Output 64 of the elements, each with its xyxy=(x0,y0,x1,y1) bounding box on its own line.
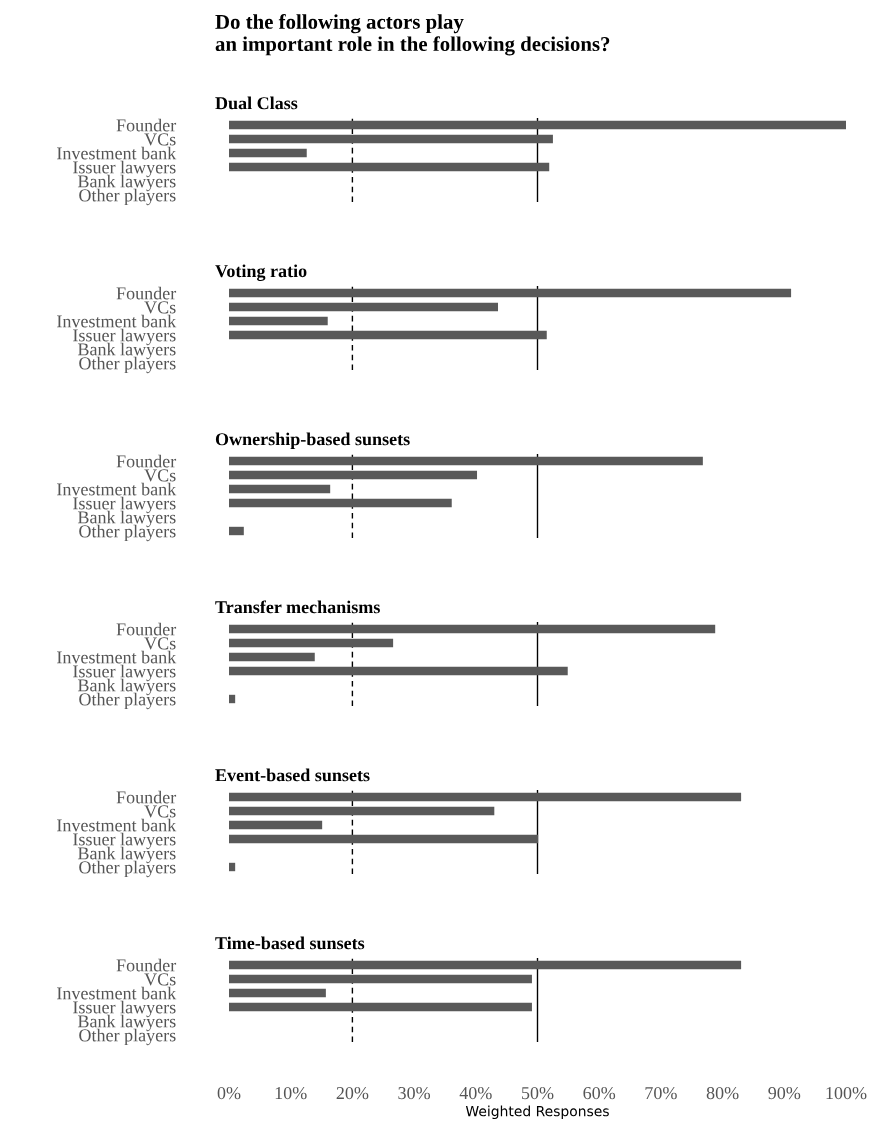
y-tick-label: Founder xyxy=(116,958,177,972)
y-tick-label: Founder xyxy=(116,622,177,636)
y-tick-label: Founder xyxy=(116,454,177,468)
x-tick-label: 70% xyxy=(645,1086,677,1100)
bar xyxy=(229,456,703,466)
bar xyxy=(229,820,323,830)
y-tick-label: VCs xyxy=(144,133,176,146)
bar xyxy=(229,960,742,970)
chart-title: Do the following actors play an important role in the following decisions? xyxy=(215,14,610,56)
bar xyxy=(229,974,532,984)
bar xyxy=(229,120,846,130)
bar xyxy=(229,316,328,326)
bar xyxy=(229,148,307,158)
y-tick-label: Investment bank xyxy=(57,986,177,1000)
chart-subtitle: Event-based sunsets xyxy=(215,768,370,782)
y-tick-label: Founder xyxy=(116,286,177,300)
x-tick-label: 80% xyxy=(706,1086,739,1100)
x-tick-label: 20% xyxy=(336,1086,369,1100)
bar xyxy=(229,652,315,662)
bar xyxy=(229,806,495,816)
y-tick-label: VCs xyxy=(144,973,176,986)
y-tick-label: Investment bank xyxy=(57,314,177,328)
y-tick-label: Founder xyxy=(116,118,177,132)
bar xyxy=(229,330,547,340)
bar xyxy=(229,988,326,998)
y-tick-label: Investment bank xyxy=(57,650,177,664)
bar xyxy=(229,624,716,634)
chart-subtitle: Voting ratio xyxy=(215,264,307,281)
y-tick-label: Founder xyxy=(116,790,177,804)
x-axis-title: Weighted Responses xyxy=(465,1105,609,1120)
y-tick-label: VCs xyxy=(144,637,176,650)
bar xyxy=(229,1002,532,1012)
x-tick-label: 30% xyxy=(398,1086,431,1100)
bar xyxy=(229,694,236,704)
y-tick-label: Investment bank xyxy=(57,146,177,160)
x-tick-label: 0% xyxy=(217,1086,241,1100)
bar xyxy=(229,862,236,872)
bar xyxy=(229,526,244,536)
chart-subtitle: Time-based sunsets xyxy=(215,936,365,950)
x-tick-label: 100% xyxy=(826,1086,867,1100)
y-tick-label: VCs xyxy=(144,469,176,482)
bar xyxy=(229,834,539,844)
chart-subtitle: Dual Class xyxy=(215,96,298,110)
y-tick-label: Investment bank xyxy=(57,482,177,496)
bar xyxy=(229,288,792,298)
y-tick-label: VCs xyxy=(144,805,176,818)
x-tick-label: 10% xyxy=(275,1086,307,1100)
chart-subtitle: Ownership-based sunsets xyxy=(215,432,410,449)
bar xyxy=(229,134,553,144)
x-tick-label: 50% xyxy=(522,1086,554,1100)
bar xyxy=(229,162,550,172)
bar xyxy=(229,484,331,494)
x-tick-label: 90% xyxy=(768,1086,801,1100)
bar xyxy=(229,302,499,312)
y-tick-label: VCs xyxy=(144,301,176,314)
y-tick-label: Investment bank xyxy=(57,818,177,832)
bar xyxy=(229,498,452,508)
bar xyxy=(229,666,568,676)
bar xyxy=(229,792,742,802)
x-tick-label: 60% xyxy=(583,1086,616,1100)
chart-subtitle: Transfer mechanisms xyxy=(215,600,380,614)
x-tick-label: 40% xyxy=(459,1086,492,1100)
bar xyxy=(229,470,478,480)
bar xyxy=(229,638,394,648)
